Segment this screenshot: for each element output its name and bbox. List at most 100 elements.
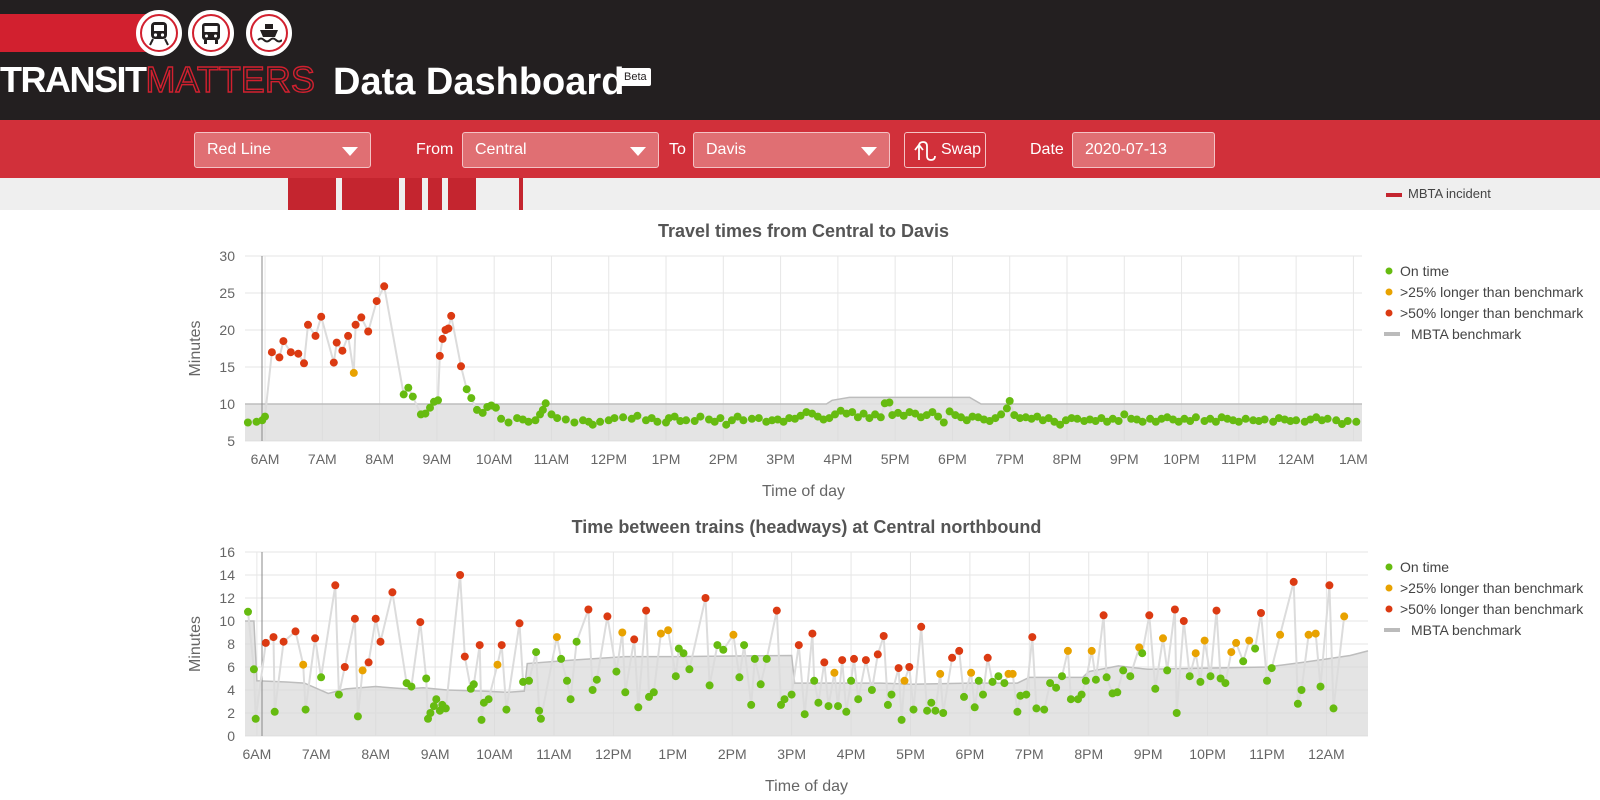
data-point[interactable] bbox=[502, 705, 511, 714]
data-point[interactable] bbox=[1033, 412, 1042, 421]
data-point[interactable] bbox=[1185, 672, 1194, 681]
data-point[interactable] bbox=[317, 312, 326, 321]
data-point[interactable] bbox=[820, 658, 829, 667]
data-point[interactable] bbox=[630, 635, 639, 644]
data-point[interactable] bbox=[286, 348, 295, 357]
data-point[interactable] bbox=[426, 403, 434, 412]
data-point[interactable] bbox=[1102, 673, 1111, 682]
data-point[interactable] bbox=[722, 420, 731, 429]
data-point[interactable] bbox=[974, 676, 983, 685]
data-point[interactable] bbox=[1293, 699, 1302, 708]
data-point[interactable] bbox=[332, 338, 341, 347]
data-point[interactable] bbox=[671, 672, 680, 681]
data-point[interactable] bbox=[739, 416, 748, 425]
data-point[interactable] bbox=[1151, 684, 1160, 693]
data-point[interactable] bbox=[931, 706, 940, 715]
data-point[interactable] bbox=[364, 327, 373, 336]
data-point[interactable] bbox=[1352, 417, 1361, 426]
data-point[interactable] bbox=[909, 705, 918, 714]
data-point[interactable] bbox=[338, 346, 347, 355]
data-point[interactable] bbox=[900, 676, 909, 685]
data-point[interactable] bbox=[269, 633, 278, 642]
data-point[interactable] bbox=[563, 676, 571, 685]
data-point[interactable] bbox=[536, 714, 545, 723]
data-point[interactable] bbox=[351, 320, 360, 329]
data-point[interactable] bbox=[275, 353, 284, 362]
data-point[interactable] bbox=[887, 690, 896, 699]
data-point[interactable] bbox=[1340, 612, 1349, 621]
data-point[interactable] bbox=[762, 654, 771, 663]
data-point[interactable] bbox=[249, 665, 258, 674]
data-point[interactable] bbox=[854, 695, 863, 704]
data-point[interactable] bbox=[917, 622, 926, 631]
data-point[interactable] bbox=[469, 680, 478, 689]
data-point[interactable] bbox=[649, 688, 658, 697]
incident-bar[interactable] bbox=[447, 178, 477, 210]
data-point[interactable] bbox=[682, 416, 691, 425]
data-point[interactable] bbox=[399, 390, 408, 399]
data-point[interactable] bbox=[422, 674, 431, 683]
data-point[interactable] bbox=[1066, 695, 1075, 704]
data-point[interactable] bbox=[621, 688, 630, 697]
data-point[interactable] bbox=[994, 672, 1003, 681]
data-point[interactable] bbox=[438, 334, 447, 343]
data-point[interactable] bbox=[572, 637, 581, 646]
data-point[interactable] bbox=[244, 607, 252, 616]
data-point[interactable] bbox=[754, 414, 763, 423]
data-point[interactable] bbox=[444, 324, 453, 333]
legend-item[interactable]: >25% longer than benchmark bbox=[1400, 284, 1584, 300]
data-point[interactable] bbox=[1145, 611, 1154, 620]
data-point[interactable] bbox=[1087, 646, 1096, 655]
data-point[interactable] bbox=[1114, 417, 1123, 425]
data-point[interactable] bbox=[1138, 649, 1147, 658]
data-point[interactable] bbox=[873, 650, 882, 659]
data-point[interactable] bbox=[1329, 704, 1338, 713]
data-point[interactable] bbox=[497, 641, 506, 650]
data-point[interactable] bbox=[772, 606, 781, 615]
data-point[interactable] bbox=[750, 654, 759, 663]
data-point[interactable] bbox=[1186, 417, 1195, 425]
data-point[interactable] bbox=[716, 414, 725, 423]
data-point[interactable] bbox=[740, 641, 749, 650]
data-point[interactable] bbox=[1081, 676, 1090, 685]
line-select[interactable]: Red Line bbox=[194, 132, 371, 168]
data-point[interactable] bbox=[493, 660, 502, 669]
data-point[interactable] bbox=[1206, 672, 1215, 681]
data-point[interactable] bbox=[960, 692, 968, 701]
date-input[interactable]: 2020-07-13 bbox=[1072, 132, 1215, 168]
data-point[interactable] bbox=[1170, 605, 1179, 614]
data-point[interactable] bbox=[279, 337, 288, 346]
data-point[interactable] bbox=[357, 313, 366, 322]
data-point[interactable] bbox=[1241, 414, 1250, 423]
data-point[interactable] bbox=[462, 385, 471, 394]
data-point[interactable] bbox=[1073, 414, 1082, 423]
data-point[interactable] bbox=[261, 412, 269, 421]
data-point[interactable] bbox=[1159, 634, 1167, 643]
data-point[interactable] bbox=[1232, 638, 1241, 647]
data-point[interactable] bbox=[1022, 690, 1031, 699]
data-point[interactable] bbox=[794, 641, 803, 650]
data-point[interactable] bbox=[1056, 420, 1065, 429]
data-point[interactable] bbox=[850, 654, 858, 663]
data-point[interactable] bbox=[525, 676, 533, 685]
data-point[interactable] bbox=[311, 331, 320, 340]
data-point[interactable] bbox=[434, 396, 442, 405]
data-point[interactable] bbox=[825, 414, 834, 423]
data-point[interactable] bbox=[939, 418, 948, 427]
data-point[interactable] bbox=[831, 410, 839, 419]
data-point[interactable] bbox=[927, 698, 936, 707]
data-point[interactable] bbox=[905, 663, 914, 671]
data-point[interactable] bbox=[1191, 649, 1200, 658]
data-point[interactable] bbox=[1040, 705, 1049, 714]
data-point[interactable] bbox=[859, 409, 868, 418]
data-point[interactable] bbox=[484, 695, 493, 704]
data-point[interactable] bbox=[1304, 630, 1313, 639]
data-point[interactable] bbox=[945, 407, 954, 416]
data-point[interactable] bbox=[1028, 633, 1037, 642]
data-point[interactable] bbox=[885, 398, 894, 407]
data-point[interactable] bbox=[727, 416, 736, 425]
data-point[interactable] bbox=[1343, 417, 1352, 425]
data-point[interactable] bbox=[830, 668, 839, 677]
data-point[interactable] bbox=[561, 415, 570, 424]
data-point[interactable] bbox=[810, 676, 819, 685]
